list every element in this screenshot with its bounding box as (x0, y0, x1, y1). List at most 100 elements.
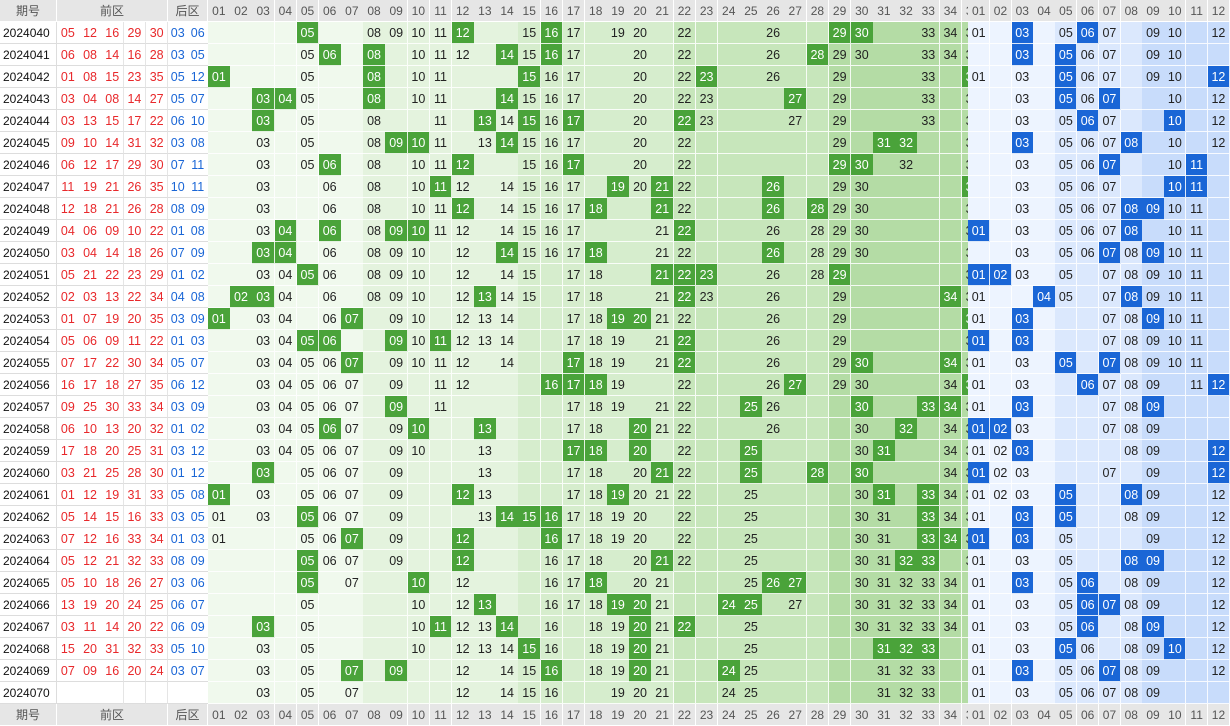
front-hit-cell: 20 (629, 616, 652, 638)
front-hit-cell: 12 (451, 198, 475, 220)
front-trend-cell (363, 550, 386, 572)
back-hit-cell: 11 (1186, 176, 1209, 198)
front-trend-cell: 06 (318, 242, 342, 264)
front-trend-cell (363, 660, 386, 682)
front-hit-cell: 16 (540, 506, 564, 528)
front-trend-cell: 29 (828, 110, 852, 132)
front-trend-cell: 18 (584, 550, 608, 572)
front-draw-number: 17 (79, 374, 102, 396)
front-trend-cell (695, 198, 719, 220)
top-front-col-12: 12 (451, 0, 475, 22)
front-trend-cell: 17 (562, 506, 586, 528)
front-trend-cell (784, 550, 808, 572)
front-trend-cell (429, 638, 453, 660)
front-trend-cell (939, 154, 963, 176)
back-trend-cell (989, 198, 1013, 220)
front-trend-cell (518, 528, 542, 550)
front-draw-number: 22 (145, 616, 169, 638)
front-trend-cell (274, 594, 298, 616)
back-trend-cell: 03 (1011, 264, 1034, 286)
bottom-front-col-27: 27 (784, 704, 808, 726)
front-trend-cell (784, 286, 808, 308)
front-trend-cell: 07 (341, 506, 364, 528)
front-trend-cell (784, 682, 808, 704)
front-trend-cell (873, 88, 896, 110)
back-hit-cell: 02 (989, 418, 1013, 440)
front-trend-cell: 22 (673, 198, 697, 220)
front-trend-cell: 10 (407, 440, 431, 462)
front-trend-cell (230, 154, 253, 176)
back-draw-number: 08 (188, 484, 209, 506)
bottom-front-col-13: 13 (474, 704, 497, 726)
front-hit-cell: 05 (296, 550, 320, 572)
front-trend-cell (740, 352, 763, 374)
front-draw-number: 08 (79, 44, 102, 66)
back-trend-cell (1077, 286, 1100, 308)
back-trend-cell (989, 396, 1013, 418)
front-hit-cell: 18 (584, 440, 608, 462)
front-draw-number: 18 (101, 572, 125, 594)
front-trend-cell (762, 638, 785, 660)
back-trend-cell: 01 (968, 66, 991, 88)
front-draw-number: 16 (101, 528, 125, 550)
front-trend-cell: 14 (496, 638, 519, 660)
front-trend-cell (740, 44, 763, 66)
front-trend-cell (385, 154, 409, 176)
bottom-back-col-03: 03 (1011, 704, 1034, 726)
front-hit-cell: 04 (274, 242, 298, 264)
top-back-col-11: 11 (1186, 0, 1209, 22)
front-trend-cell: 31 (873, 594, 896, 616)
front-trend-cell: 25 (740, 572, 763, 594)
front-hit-cell: 01 (208, 66, 231, 88)
top-back-col-05: 05 (1055, 0, 1078, 22)
bottom-front-col-18: 18 (584, 704, 608, 726)
front-trend-cell (717, 88, 741, 110)
front-trend-cell: 22 (673, 66, 697, 88)
front-hit-cell: 21 (651, 264, 675, 286)
front-trend-cell (695, 550, 719, 572)
front-trend-cell (873, 44, 896, 66)
front-trend-cell (607, 44, 630, 66)
back-trend-cell (989, 22, 1013, 44)
front-trend-cell: 30 (850, 506, 874, 528)
back-trend-cell (1207, 308, 1230, 330)
back-trend-cell: 11 (1186, 264, 1209, 286)
front-trend-cell: 32 (895, 616, 918, 638)
front-trend-cell: 19 (607, 506, 630, 528)
front-trend-cell: 16 (540, 66, 564, 88)
front-trend-cell: 23 (695, 286, 719, 308)
front-trend-cell: 31 (873, 506, 896, 528)
back-trend-cell (1033, 396, 1056, 418)
issue-cell: 2024065 (0, 572, 57, 594)
front-trend-cell (784, 528, 808, 550)
front-trend-cell (407, 682, 431, 704)
back-trend-cell: 05 (1055, 572, 1078, 594)
front-trend-cell: 30 (850, 484, 874, 506)
front-trend-cell (341, 220, 364, 242)
front-trend-cell: 34 (939, 616, 963, 638)
front-trend-cell (208, 198, 231, 220)
bottom-back-col-04: 04 (1033, 704, 1056, 726)
back-trend-cell: 07 (1098, 330, 1122, 352)
front-trend-cell (673, 572, 697, 594)
bottom-front-col-03: 03 (252, 704, 275, 726)
front-trend-cell (318, 88, 342, 110)
back-trend-cell (1033, 352, 1056, 374)
bottom-front-col-01: 01 (208, 704, 231, 726)
front-trend-cell: 16 (540, 220, 564, 242)
back-draw-number: 02 (188, 418, 209, 440)
front-trend-cell: 10 (407, 22, 431, 44)
front-trend-cell (230, 198, 253, 220)
front-trend-cell (828, 506, 852, 528)
back-trend-cell (1033, 418, 1056, 440)
top-front-col-30: 30 (850, 0, 874, 22)
front-draw-number: 30 (123, 352, 147, 374)
back-draw-number: 08 (188, 286, 209, 308)
front-trend-cell (208, 374, 231, 396)
front-trend-cell: 34 (939, 462, 963, 484)
back-hit-cell: 01 (968, 462, 991, 484)
front-trend-cell (784, 22, 808, 44)
front-trend-cell: 05 (296, 44, 320, 66)
back-trend-cell: 11 (1186, 286, 1209, 308)
back-trend-cell: 06 (1077, 66, 1100, 88)
